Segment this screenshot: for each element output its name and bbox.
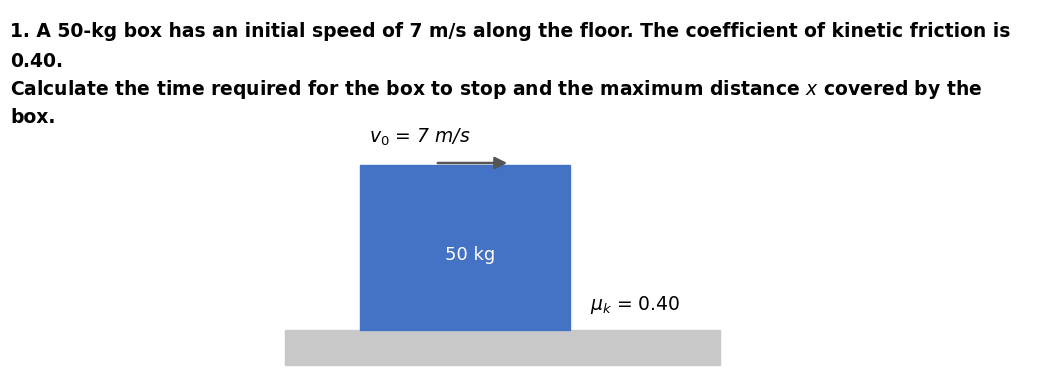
Text: Calculate the time required for the box to stop and the maximum distance $x$ cov: Calculate the time required for the box … [10,78,982,101]
Text: $v_0$ = 7 m/s: $v_0$ = 7 m/s [369,127,471,148]
Bar [285,330,720,365]
Bar [359,165,570,330]
Text: 50 kg: 50 kg [445,246,496,264]
Text: 1. A 50-kg box has an initial speed of 7 m/s along the floor. The coefficient of: 1. A 50-kg box has an initial speed of 7… [10,22,1010,41]
Text: 0.40.: 0.40. [10,52,63,71]
Text: $\mu_k$ = 0.40: $\mu_k$ = 0.40 [590,294,681,316]
Text: box.: box. [10,108,55,127]
